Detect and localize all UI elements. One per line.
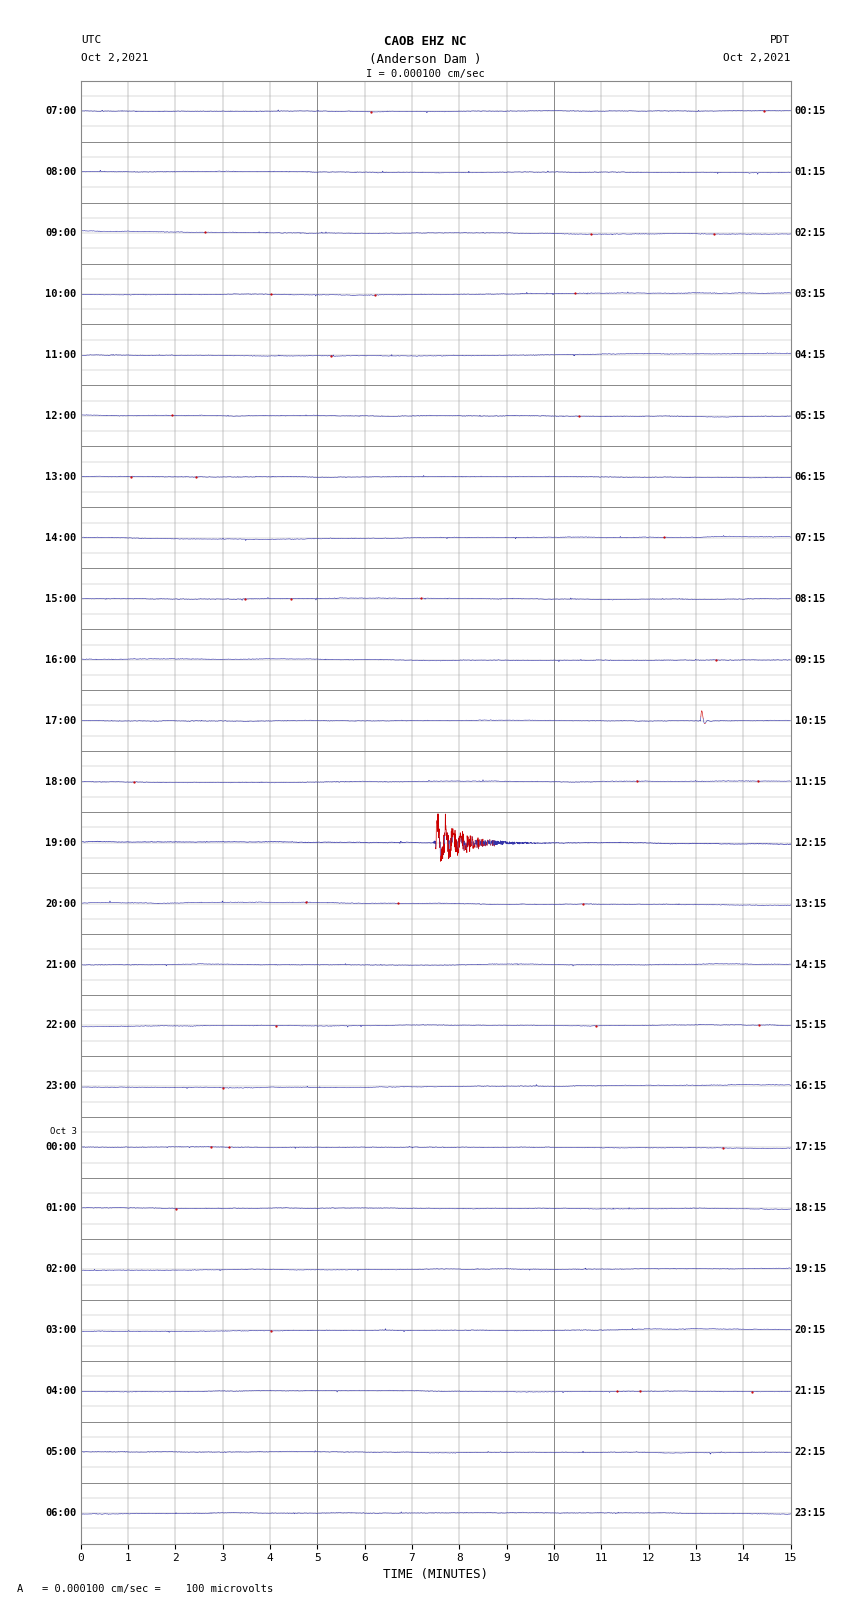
Text: 01:15: 01:15 bbox=[795, 168, 826, 177]
Text: 09:15: 09:15 bbox=[795, 655, 826, 665]
Text: 07:00: 07:00 bbox=[45, 106, 76, 116]
Text: 23:15: 23:15 bbox=[795, 1508, 826, 1518]
Text: 00:00: 00:00 bbox=[45, 1142, 76, 1152]
Text: 13:00: 13:00 bbox=[45, 473, 76, 482]
Text: UTC: UTC bbox=[81, 35, 101, 45]
Text: (Anderson Dam ): (Anderson Dam ) bbox=[369, 53, 481, 66]
Text: 20:15: 20:15 bbox=[795, 1326, 826, 1336]
Text: 16:15: 16:15 bbox=[795, 1081, 826, 1092]
Text: 19:15: 19:15 bbox=[795, 1265, 826, 1274]
Text: 09:00: 09:00 bbox=[45, 227, 76, 239]
Text: 05:00: 05:00 bbox=[45, 1447, 76, 1457]
Text: 01:00: 01:00 bbox=[45, 1203, 76, 1213]
Text: 10:15: 10:15 bbox=[795, 716, 826, 726]
Text: 14:15: 14:15 bbox=[795, 960, 826, 969]
Text: 04:00: 04:00 bbox=[45, 1386, 76, 1397]
Text: 06:00: 06:00 bbox=[45, 1508, 76, 1518]
Text: 22:00: 22:00 bbox=[45, 1021, 76, 1031]
Text: 14:00: 14:00 bbox=[45, 532, 76, 544]
Text: 08:15: 08:15 bbox=[795, 594, 826, 603]
Text: 05:15: 05:15 bbox=[795, 411, 826, 421]
X-axis label: TIME (MINUTES): TIME (MINUTES) bbox=[383, 1568, 488, 1581]
Text: 07:15: 07:15 bbox=[795, 532, 826, 544]
Text: Oct 2,2021: Oct 2,2021 bbox=[723, 53, 791, 63]
Text: 15:15: 15:15 bbox=[795, 1021, 826, 1031]
Text: 00:15: 00:15 bbox=[795, 106, 826, 116]
Text: 11:00: 11:00 bbox=[45, 350, 76, 360]
Text: 02:00: 02:00 bbox=[45, 1265, 76, 1274]
Text: 17:00: 17:00 bbox=[45, 716, 76, 726]
Text: 19:00: 19:00 bbox=[45, 837, 76, 847]
Text: Oct 2,2021: Oct 2,2021 bbox=[81, 53, 148, 63]
Text: 17:15: 17:15 bbox=[795, 1142, 826, 1152]
Text: 11:15: 11:15 bbox=[795, 777, 826, 787]
Text: 20:00: 20:00 bbox=[45, 898, 76, 908]
Text: 08:00: 08:00 bbox=[45, 168, 76, 177]
Text: 02:15: 02:15 bbox=[795, 227, 826, 239]
Text: 18:15: 18:15 bbox=[795, 1203, 826, 1213]
Text: 13:15: 13:15 bbox=[795, 898, 826, 908]
Text: 18:00: 18:00 bbox=[45, 777, 76, 787]
Text: 04:15: 04:15 bbox=[795, 350, 826, 360]
Text: 21:15: 21:15 bbox=[795, 1386, 826, 1397]
Text: 16:00: 16:00 bbox=[45, 655, 76, 665]
Text: 12:15: 12:15 bbox=[795, 837, 826, 847]
Text: 03:00: 03:00 bbox=[45, 1326, 76, 1336]
Text: 06:15: 06:15 bbox=[795, 473, 826, 482]
Text: PDT: PDT bbox=[770, 35, 790, 45]
Text: Oct 3: Oct 3 bbox=[49, 1127, 76, 1136]
Text: 22:15: 22:15 bbox=[795, 1447, 826, 1457]
Text: CAOB EHZ NC: CAOB EHZ NC bbox=[383, 35, 467, 48]
Text: 15:00: 15:00 bbox=[45, 594, 76, 603]
Text: 10:00: 10:00 bbox=[45, 289, 76, 298]
Text: 12:00: 12:00 bbox=[45, 411, 76, 421]
Text: 21:00: 21:00 bbox=[45, 960, 76, 969]
Text: A   = 0.000100 cm/sec =    100 microvolts: A = 0.000100 cm/sec = 100 microvolts bbox=[17, 1584, 273, 1594]
Text: 23:00: 23:00 bbox=[45, 1081, 76, 1092]
Text: 03:15: 03:15 bbox=[795, 289, 826, 298]
Text: I = 0.000100 cm/sec: I = 0.000100 cm/sec bbox=[366, 69, 484, 79]
